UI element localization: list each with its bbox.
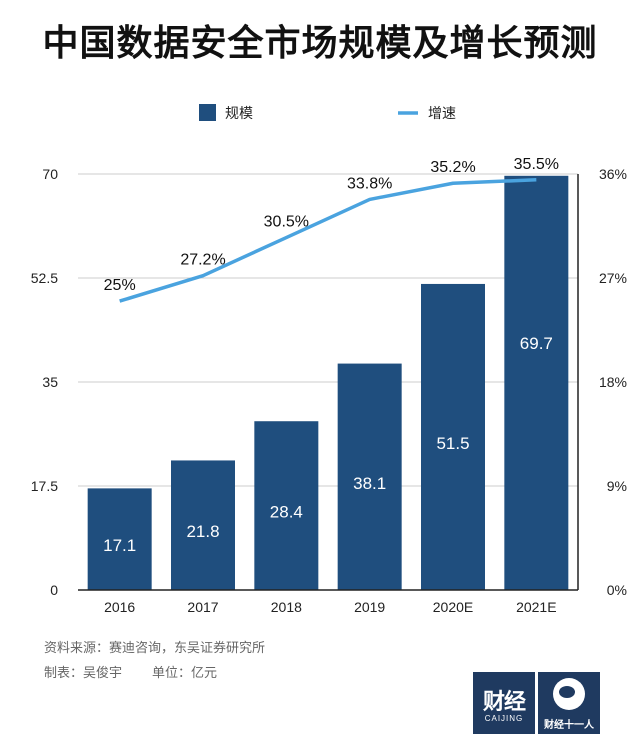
bar — [87, 488, 152, 590]
y-right-tick-label: 36% — [599, 166, 627, 182]
y-left-tick-label: 17.5 — [31, 478, 58, 494]
growth-value-label: 27.2% — [180, 252, 225, 269]
bar — [421, 283, 485, 590]
x-tick-label: 2020E — [433, 599, 473, 615]
x-tick-label: 2018 — [271, 599, 302, 615]
bar-value-label: 51.5 — [436, 434, 469, 453]
x-tick-label: 2019 — [354, 599, 385, 615]
growth-value-label: 35.5% — [514, 156, 559, 173]
source-note: 资料来源：赛迪咨询，东吴证券研究所 — [44, 641, 266, 656]
bar-value-label: 38.1 — [353, 474, 386, 493]
globe-icon — [553, 678, 585, 710]
legend-label-bar: 规模 — [225, 106, 253, 122]
x-tick-label: 2016 — [104, 599, 135, 615]
bar — [254, 421, 319, 590]
caijing-eleven-logo: 财经十一人 — [538, 672, 600, 734]
growth-value-label: 35.2% — [430, 159, 475, 176]
bar-value-label: 69.7 — [520, 334, 553, 353]
source-meta: 制表：吴俊宇 单位：亿元 — [44, 662, 217, 681]
y-right-tick-label: 27% — [599, 270, 627, 286]
growth-value-label: 33.8% — [347, 175, 392, 192]
growth-value-label: 25% — [104, 277, 136, 294]
y-left-tick-label: 0 — [50, 582, 58, 598]
bar — [337, 363, 402, 590]
chart-title: 中国数据安全市场规模及增长预测 — [42, 23, 598, 64]
y-right-tick-label: 18% — [599, 374, 627, 390]
bar-value-label: 17.1 — [103, 536, 136, 555]
legend-swatch-bar — [199, 104, 216, 121]
unit-note: 单位：亿元 — [152, 666, 218, 681]
growth-value-label: 30.5% — [264, 214, 309, 231]
growth-line — [119, 178, 537, 303]
x-tick-label: 2017 — [187, 599, 218, 615]
caijing-logo: 财经 CAIJING — [473, 672, 535, 734]
bar-value-label: 21.8 — [186, 522, 219, 541]
table-maker: 制表：吴俊宇 — [44, 666, 123, 681]
bar — [171, 460, 235, 590]
y-left-tick-label: 52.5 — [31, 270, 58, 286]
y-right-tick-label: 9% — [607, 478, 627, 494]
y-left-tick-label: 35 — [42, 374, 58, 390]
bar — [504, 175, 569, 591]
y-left-tick-label: 70 — [42, 166, 58, 182]
x-tick-label: 2021E — [516, 599, 556, 615]
y-right-tick-label: 0% — [607, 582, 627, 598]
legend-label-line: 增速 — [428, 106, 456, 122]
bar-value-label: 28.4 — [270, 503, 303, 522]
